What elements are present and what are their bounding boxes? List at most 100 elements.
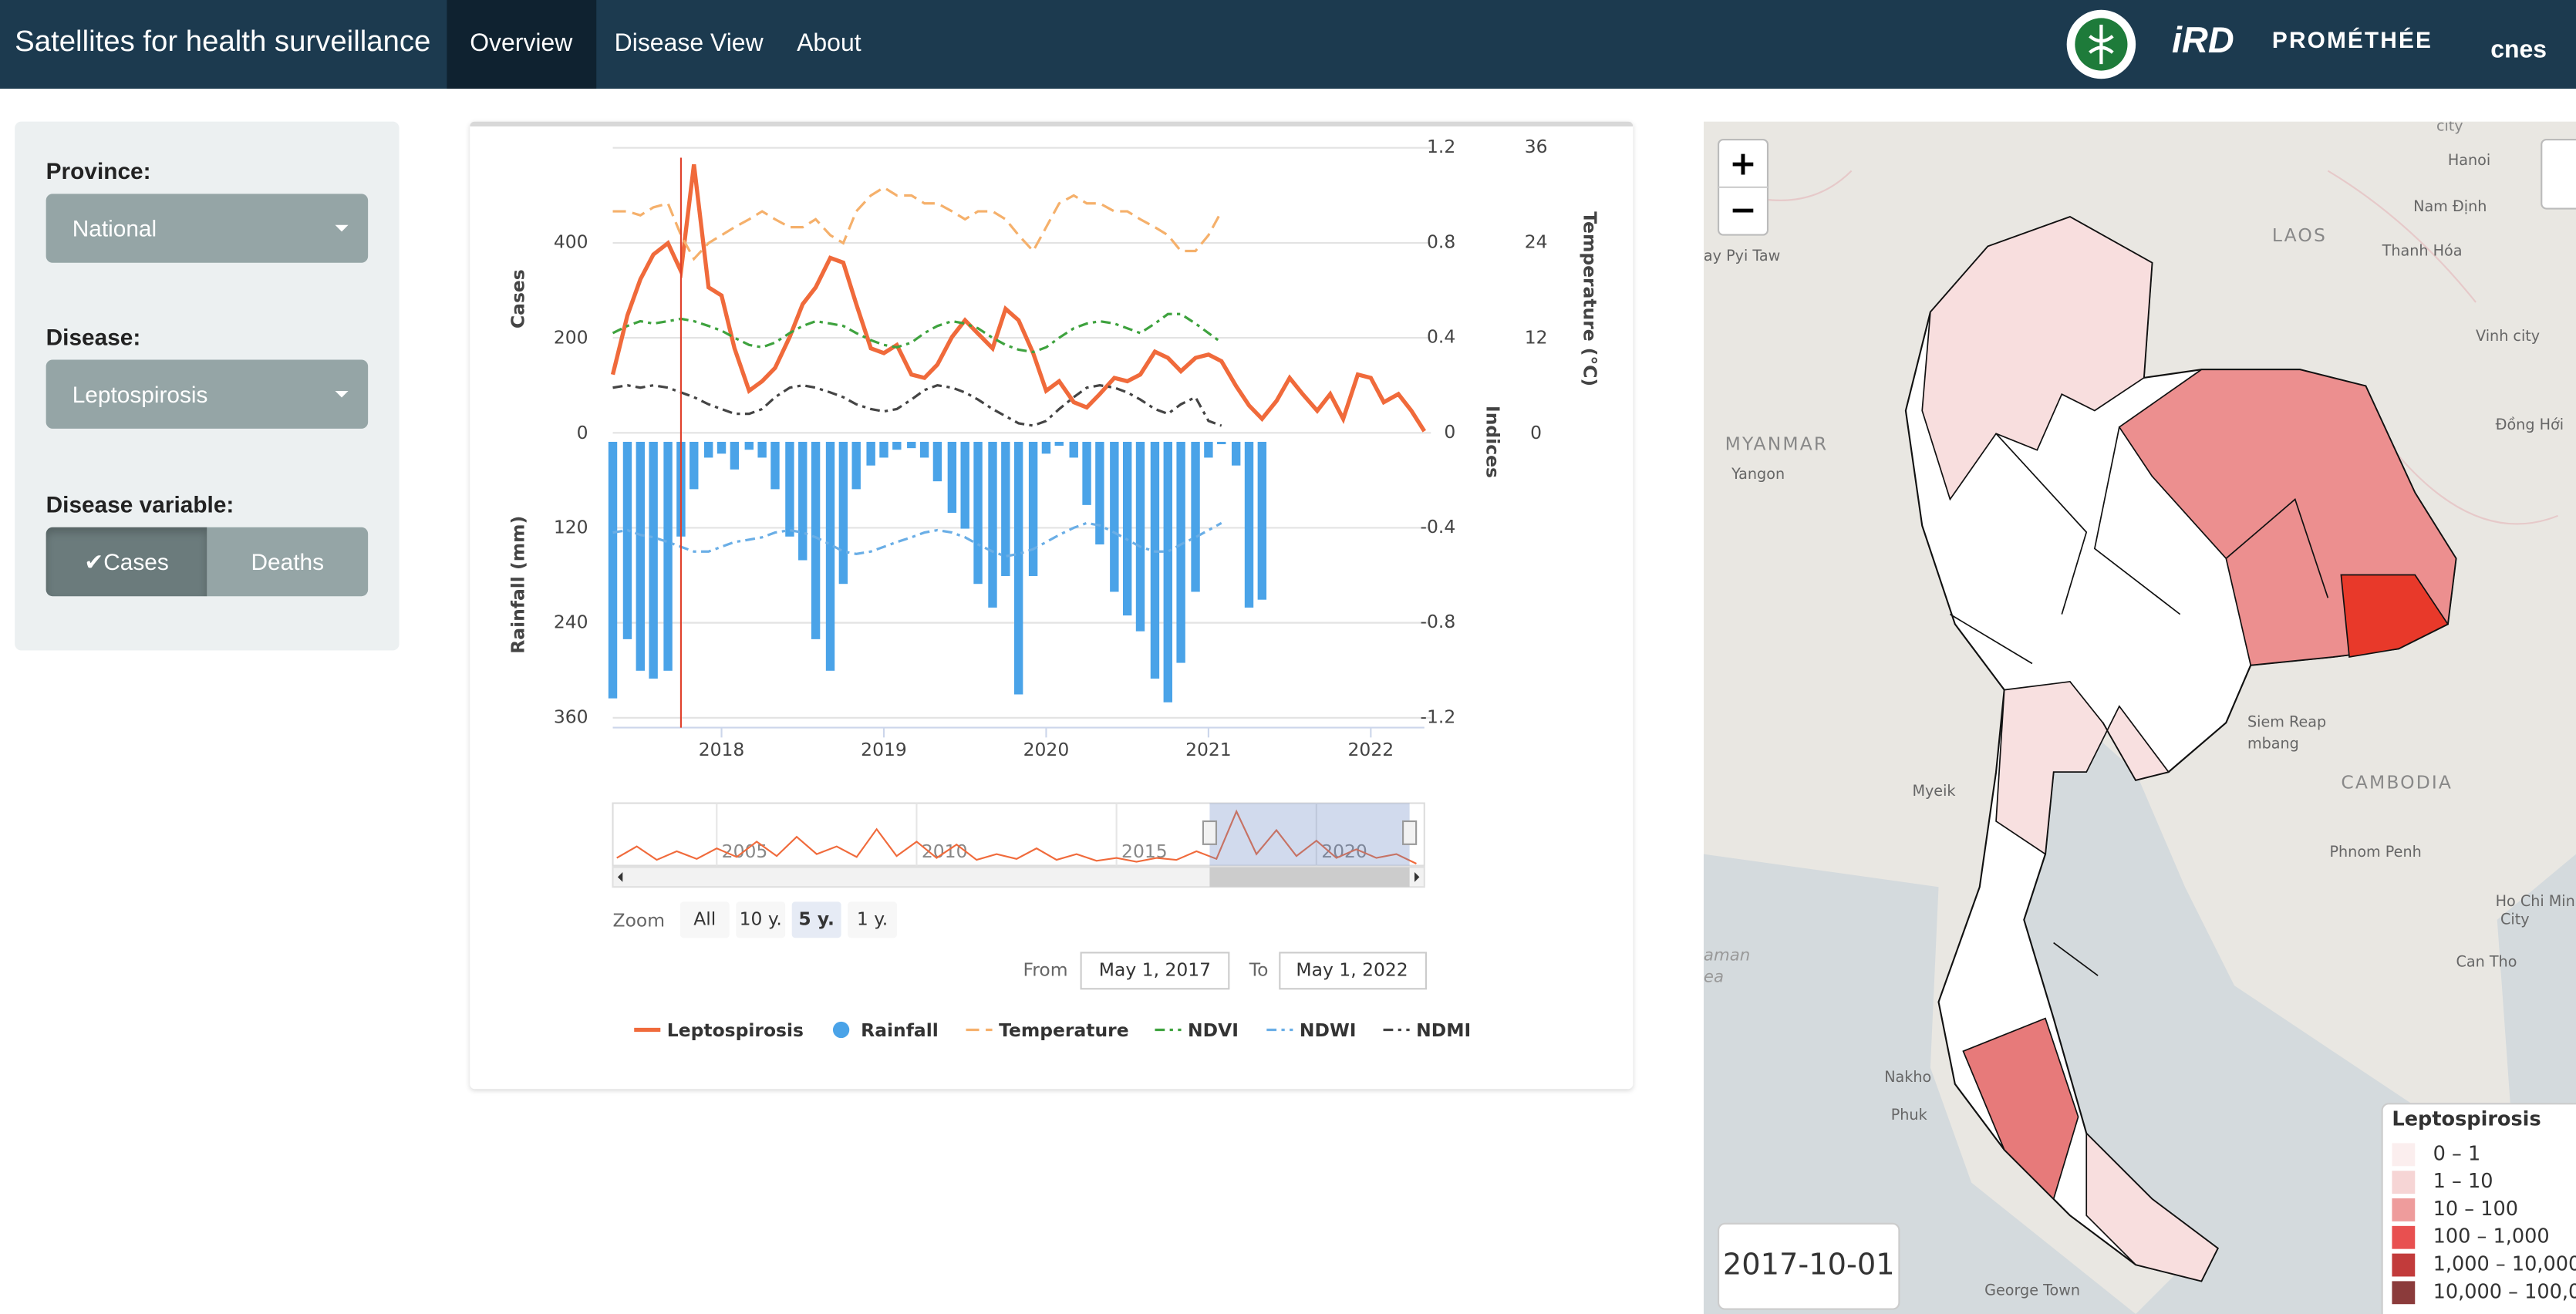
caret (335, 390, 349, 398)
bar (1231, 441, 1241, 466)
bar (608, 441, 618, 699)
bar (932, 441, 942, 482)
legend-label[interactable]: NDVI (1188, 1019, 1239, 1041)
nav-tab[interactable]: About (797, 29, 861, 58)
variable-label: Disease variable: (46, 490, 234, 517)
zoom-button[interactable] (679, 901, 730, 938)
bar (1244, 441, 1254, 608)
legend-label[interactable]: NDWI (1300, 1019, 1357, 1041)
legend-swatch (2392, 1143, 2416, 1167)
province-group (1995, 681, 2170, 856)
map-label: Nam Định (2413, 197, 2487, 215)
zoom-button-label: 1 y. (857, 908, 888, 929)
map-label: Đồng Hới (2496, 416, 2564, 433)
select-value: National (72, 215, 157, 242)
bar (1217, 441, 1226, 445)
logo-ird: iRD (2171, 19, 2234, 61)
bar (1135, 441, 1145, 632)
zoom-button-label: 10 y. (740, 908, 782, 929)
bar (879, 441, 888, 458)
zoom-out[interactable]: − (1729, 190, 1757, 229)
variable-button[interactable]: ✔Cases (46, 527, 207, 597)
zoom-in[interactable]: + (1729, 145, 1757, 184)
map-date: 2017-10-01 (1723, 1248, 1895, 1282)
bar (730, 441, 740, 470)
map-label: City (2500, 910, 2530, 928)
legend-swatch (2392, 1198, 2416, 1221)
logo-ministry (2066, 9, 2136, 79)
sidebar: Province: National Disease: Leptospirosi… (15, 121, 400, 651)
layer-control[interactable] (2541, 138, 2576, 210)
map-label: MYANMAR (1725, 433, 1829, 455)
bar (1013, 441, 1023, 695)
legend-class-label: 1,000 – 10,000 (2433, 1253, 2576, 1276)
bar (1054, 441, 1064, 446)
y3-tick-label: 24 (1525, 231, 1548, 253)
y2-tick-label: -1.2 (1421, 706, 1456, 727)
y4-tick-label: 360 (554, 706, 588, 727)
map-label: ea (1704, 967, 1724, 986)
map-label: Thanh Hóa (2382, 241, 2463, 259)
navigator-handle[interactable] (1402, 820, 1418, 845)
bar (1122, 441, 1132, 616)
bar (988, 441, 997, 608)
y4-axis-title: Rainfall (mm) (507, 516, 529, 654)
bar (1257, 441, 1267, 600)
legend-label[interactable]: NDMI (1416, 1019, 1471, 1041)
bar (1191, 441, 1200, 592)
map-label: Can Tho (2456, 953, 2517, 971)
from-input[interactable] (1080, 952, 1230, 990)
from-label: From (1023, 959, 1068, 980)
sea (2021, 706, 2465, 1314)
to-input[interactable] (1279, 952, 1427, 990)
sea (1703, 854, 2136, 1314)
button-label: Deaths (251, 548, 324, 575)
y2-tick-label: 0.8 (1427, 231, 1455, 252)
navigator-handle[interactable] (1202, 820, 1218, 845)
bar (1095, 441, 1104, 545)
legend-swatch (2392, 1171, 2416, 1194)
y3-tick-label: 12 (1525, 326, 1548, 348)
zoom-button[interactable] (736, 901, 786, 938)
select-value: Leptospirosis (72, 381, 208, 408)
legend-class-label: 0 – 1 (2433, 1142, 2481, 1165)
map-label: Nakho (1884, 1068, 1931, 1086)
map-label: city (2436, 122, 2463, 135)
bar (785, 441, 794, 537)
map-label: George Town (1984, 1282, 2080, 1299)
bar (1001, 441, 1010, 576)
map-label: Phnom Penh (2329, 843, 2421, 861)
zoom-button[interactable] (791, 901, 841, 938)
zoom-button-label: All (693, 908, 716, 929)
bar (919, 441, 929, 458)
bar (770, 441, 780, 490)
disease-select[interactable]: Leptospirosis (46, 359, 369, 429)
bar (649, 441, 658, 679)
legend-title: Leptospirosis (2392, 1108, 2541, 1131)
map-label: mbang (2247, 734, 2299, 752)
province-group (2085, 1131, 2219, 1282)
legend-symbol (832, 1021, 850, 1039)
scrollbar-thumb[interactable] (1209, 867, 1410, 888)
nav-tab[interactable]: Disease View (614, 29, 764, 58)
nav-tab[interactable]: Overview (447, 0, 596, 89)
y2-axis-title: Indices (1482, 406, 1504, 478)
bar (1163, 441, 1172, 702)
x-tick-label: 2021 (1185, 739, 1232, 760)
bar (690, 441, 699, 490)
legend-swatch (2392, 1225, 2416, 1249)
province-borders (1949, 426, 2329, 976)
zoom-button[interactable] (848, 901, 898, 938)
map-label: Ho Chi Minh (2496, 892, 2576, 910)
caret (335, 224, 349, 232)
province-select[interactable]: National (46, 194, 369, 263)
bar (1069, 441, 1078, 458)
legend-label[interactable]: Rainfall (861, 1019, 939, 1041)
legend-label[interactable]: Temperature (999, 1019, 1128, 1041)
y4-tick-label: 240 (554, 611, 588, 632)
y3-axis-title: Temperature (°C) (1579, 211, 1600, 386)
legend-label[interactable]: Leptospirosis (667, 1019, 804, 1041)
variable-button[interactable]: Deaths (207, 527, 369, 597)
y2-tick-label: 1.2 (1427, 136, 1455, 157)
legend-swatch (2392, 1253, 2416, 1277)
